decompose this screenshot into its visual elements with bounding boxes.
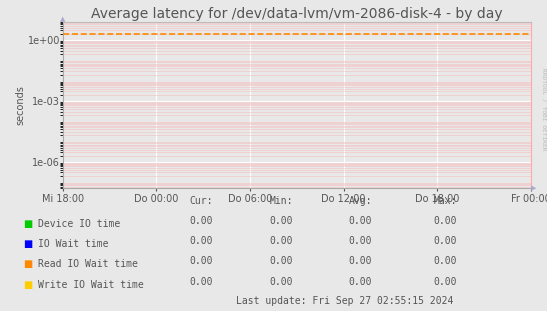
Text: 0.00: 0.00	[433, 256, 457, 266]
Text: 0.00: 0.00	[190, 276, 213, 286]
Text: 0.00: 0.00	[190, 236, 213, 246]
Text: RRDTOOL / TOBI OETIKER: RRDTOOL / TOBI OETIKER	[542, 67, 547, 150]
Text: 0.00: 0.00	[433, 276, 457, 286]
Text: IO Wait time: IO Wait time	[38, 239, 109, 249]
Text: Read IO Wait time: Read IO Wait time	[38, 259, 138, 269]
Text: Avg:: Avg:	[348, 196, 372, 206]
Text: 0.00: 0.00	[348, 236, 372, 246]
Text: Min:: Min:	[269, 196, 293, 206]
Text: 0.00: 0.00	[269, 256, 293, 266]
Text: 0.00: 0.00	[269, 236, 293, 246]
Text: 0.00: 0.00	[433, 216, 457, 226]
Text: 0.00: 0.00	[190, 216, 213, 226]
Text: Last update: Fri Sep 27 02:55:15 2024: Last update: Fri Sep 27 02:55:15 2024	[236, 296, 453, 306]
Text: 0.00: 0.00	[269, 276, 293, 286]
Text: ■: ■	[23, 259, 32, 269]
Text: Write IO Wait time: Write IO Wait time	[38, 280, 144, 290]
Text: ■: ■	[23, 280, 32, 290]
Text: 0.00: 0.00	[433, 236, 457, 246]
Text: Device IO time: Device IO time	[38, 219, 120, 229]
Text: ■: ■	[23, 219, 32, 229]
Text: ▲: ▲	[60, 16, 66, 22]
Text: 0.00: 0.00	[348, 216, 372, 226]
Text: Max:: Max:	[433, 196, 457, 206]
Text: 0.00: 0.00	[190, 256, 213, 266]
Text: 0.00: 0.00	[269, 216, 293, 226]
Title: Average latency for /dev/data-lvm/vm-2086-disk-4 - by day: Average latency for /dev/data-lvm/vm-208…	[91, 7, 503, 21]
Y-axis label: seconds: seconds	[15, 85, 25, 125]
Text: Cur:: Cur:	[190, 196, 213, 206]
Text: 0.00: 0.00	[348, 256, 372, 266]
Text: 0.00: 0.00	[348, 276, 372, 286]
Text: ■: ■	[23, 239, 32, 249]
Text: ▶: ▶	[531, 185, 536, 191]
